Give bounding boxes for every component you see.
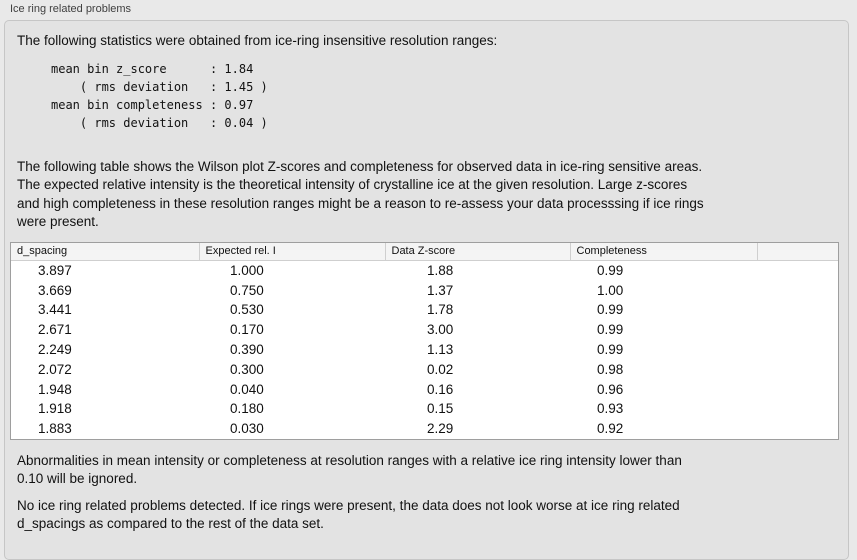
table-row[interactable]: 2.249 0.390 1.13 0.99 [11,340,838,360]
table-cell: 1.88 [427,262,454,278]
column-header-empty [757,242,838,261]
table-cell-empty [757,399,838,419]
table-cell: 0.530 [230,302,264,318]
groupbox-title: Ice ring related problems [10,3,132,15]
ice-ring-panel: Ice ring related problems The following … [4,3,849,560]
table-cell: 3.897 [38,262,72,278]
table-cell: 0.99 [597,262,624,278]
table-row[interactable]: 2.072 0.300 0.02 0.98 [11,359,838,379]
column-header-data-zscore[interactable]: Data Z-score [385,242,571,261]
column-header-completeness[interactable]: Completeness [570,242,758,261]
table-cell: 0.93 [597,401,624,417]
table-row[interactable]: 3.669 0.750 1.37 1.00 [11,280,838,300]
table-cell: 0.040 [230,381,264,397]
table-cell: 0.180 [230,401,264,417]
table-cell: 2.249 [38,342,72,358]
table-row[interactable]: 1.883 0.030 2.29 0.92 [11,419,838,439]
table-cell: 1.13 [427,342,454,358]
table-cell-empty [757,300,838,320]
table-cell: 2.29 [427,421,454,437]
table-description: The following table shows the Wilson plo… [17,158,704,230]
table-cell: 0.390 [230,342,264,358]
table-cell: 0.99 [597,322,624,338]
conclusion-text: No ice ring related problems detected. I… [17,497,680,532]
table-body: 3.897 1.000 1.88 0.99 3.669 0.750 1.37 1.00 3.44… [11,260,838,439]
table-cell: 0.300 [230,361,264,377]
table-cell: 0.92 [597,421,624,437]
ice-ring-groupbox: The following statistics were obtained f… [4,20,849,560]
table-row[interactable]: 3.441 0.530 1.78 0.99 [11,300,838,320]
table-cell-empty [757,260,838,280]
column-header-expected-i[interactable]: Expected rel. I [199,242,386,261]
ignore-note: Abnormalities in mean intensity or compl… [17,452,682,487]
table-cell-empty [757,419,838,439]
table-cell-empty [757,340,838,360]
table-cell: 0.16 [427,381,454,397]
table-row[interactable]: 1.918 0.180 0.15 0.93 [11,399,838,419]
table-cell: 0.96 [597,381,624,397]
table-cell-empty [757,280,838,300]
table-cell: 1.000 [230,262,264,278]
table-cell: 0.98 [597,361,624,377]
table-cell: 0.750 [230,282,264,298]
ice-ring-table: d_spacing Expected rel. I Data Z-score C… [10,241,839,440]
column-header-d-spacing[interactable]: d_spacing [11,242,200,261]
table-cell: 1.37 [427,282,454,298]
table-cell: 0.030 [230,421,264,437]
table-row[interactable]: 1.948 0.040 0.16 0.96 [11,379,838,399]
stats-block: mean bin z_score : 1.84 ( rms deviation … [51,61,268,130]
table-cell: 0.99 [597,302,624,318]
stats-intro-text: The following statistics were obtained f… [17,33,498,48]
table-cell: 1.78 [427,302,454,318]
table-cell: 0.99 [597,342,624,358]
table-cell-empty [757,320,838,340]
table-cell: 3.669 [38,282,72,298]
table-cell-empty [757,379,838,399]
table-row[interactable]: 2.671 0.170 3.00 0.99 [11,320,838,340]
table-row[interactable]: 3.897 1.000 1.88 0.99 [11,260,838,280]
table-cell: 0.15 [427,401,454,417]
table-cell: 2.671 [38,322,72,338]
table-cell: 2.072 [38,361,72,377]
table-cell: 1.00 [597,282,624,298]
table-cell-empty [757,359,838,379]
table-cell: 1.918 [38,401,72,417]
table-cell: 3.441 [38,302,72,318]
table-cell: 1.883 [38,421,72,437]
table-cell: 0.170 [230,322,264,338]
table-cell: 3.00 [427,322,454,338]
table-cell: 1.948 [38,381,72,397]
table-cell: 0.02 [427,361,454,377]
table-header-row: d_spacing Expected rel. I Data Z-score C… [11,242,838,261]
